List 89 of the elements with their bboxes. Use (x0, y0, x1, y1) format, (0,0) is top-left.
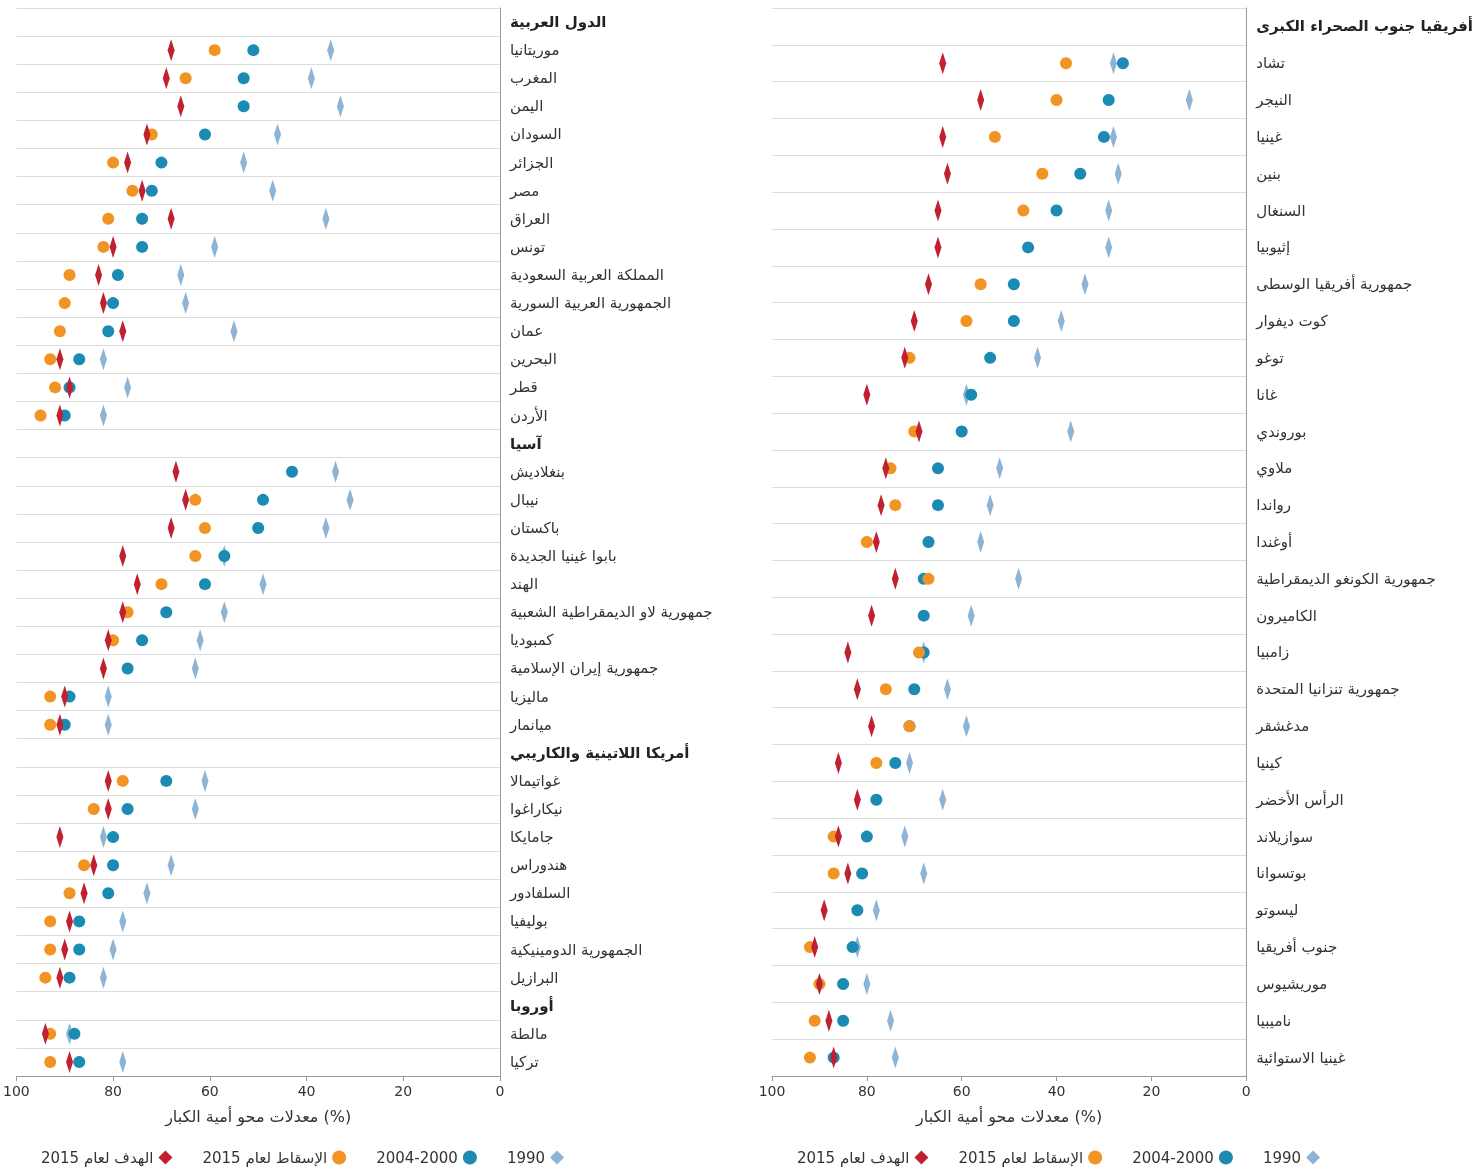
y-tick-label: المملكة العربية السعودية (510, 266, 664, 284)
y-tick-label: مدغشقر (1255, 717, 1310, 736)
y-tick-label: نيبال (510, 490, 539, 509)
y-tick-label: غينيا الاستوائية (1256, 1048, 1346, 1067)
x-tick-label: 0 (495, 1083, 505, 1099)
y-tick-label: النيجر (1255, 91, 1292, 110)
x-tick-label: 80 (104, 1083, 122, 1099)
y-tick-label: عمان (510, 322, 544, 341)
y-tick-label: ماليزيا (510, 687, 549, 706)
y-tick-label: البحرين (510, 350, 557, 369)
y-tick-label: الجمهورية العربية السورية (510, 294, 672, 313)
y-tick-label: زامبيا (1256, 643, 1290, 662)
y-tick-label: تركيا (510, 1052, 539, 1071)
y-tick-label: البرازيل (510, 968, 559, 987)
legend-label: الإسقاط لعام 2015 (202, 1148, 328, 1167)
y-tick-label: جمهورية لاو الديمقراطية الشعبية (510, 603, 713, 622)
y-tick-label: كمبوديا (510, 631, 555, 650)
y-tick-label: الأردن (510, 405, 548, 425)
x-tick-label: 40 (297, 1083, 316, 1099)
y-tick-label: غانا (1256, 385, 1278, 404)
legend-label: 2004-2000 (376, 1148, 458, 1167)
y-tick-label: الهند (510, 575, 539, 594)
y-tick-label: قطر (509, 378, 538, 397)
y-tick-label: بوليفيا (510, 912, 548, 931)
y-tick-label: أوغندا (1256, 532, 1293, 551)
y-tick-label: بوروندي (1256, 422, 1307, 442)
y-tick-label: سوازيلاند (1256, 827, 1314, 846)
x-tick-label: 20 (394, 1083, 413, 1099)
legend-label: الإسقاط لعام 2015 (958, 1148, 1084, 1167)
x-tick-label: 60 (200, 1083, 219, 1099)
y-tick-label: اليمن (510, 97, 544, 116)
y-tick-label: إثيوبيا (1256, 238, 1291, 257)
legend-label: الهدف لعام 2015 (40, 1148, 154, 1167)
y-tick-label: كوت ديفوار (1255, 312, 1329, 331)
x-tick-label: 60 (952, 1083, 971, 1099)
y-tick-label: ليسوتو (1255, 901, 1299, 920)
x-tick-label: 40 (1047, 1083, 1066, 1099)
y-tick-label: بنغلاديش (510, 462, 565, 481)
legend-label: الهدف لعام 2015 (796, 1148, 910, 1167)
y-tick-label: كينيا (1256, 753, 1283, 772)
y-tick-label: أفريقيا جنوب الصحراء الكبرى (1256, 16, 1474, 36)
y-tick-label: باكستان (510, 518, 560, 537)
y-tick-label: موريشيوس (1256, 974, 1328, 993)
y-tick-label: جمهورية إيران الإسلامية (510, 659, 659, 678)
y-tick-label: ملاوي (1256, 459, 1293, 479)
y-tick-label: جنوب أفريقيا (1256, 937, 1338, 957)
y-tick-label: بوتسوانا (1256, 864, 1307, 883)
y-tick-label: مالطة (510, 1024, 548, 1043)
y-tick-label: رواندا (1256, 496, 1292, 515)
y-tick-label: هندوراس (510, 856, 568, 875)
y-tick-label: بنين (1256, 164, 1281, 183)
legend-label: 1990 (506, 1148, 546, 1167)
x-tick-label: 100 (2, 1083, 30, 1099)
y-tick-label: العراق (510, 209, 551, 228)
x-axis-title: معدلات محو أمية الكبار (%) (915, 1105, 1103, 1127)
y-tick-label: ميانمار (509, 715, 552, 734)
x-tick-label: 80 (857, 1083, 876, 1099)
y-tick-label: بابوا غينيا الجديدة (510, 547, 617, 566)
y-tick-label: الرأس الأخضر (1255, 789, 1344, 809)
y-tick-label: آسيا (510, 434, 543, 453)
x-tick-label: 100 (758, 1083, 786, 1099)
y-tick-label: ناميبيا (1256, 1011, 1292, 1030)
y-tick-label: أوروبا (510, 995, 554, 1015)
y-tick-label: جمهورية تنزانيا المتحدة (1256, 680, 1400, 699)
y-tick-label: الجزائر (509, 153, 554, 172)
y-tick-label: تشاد (1256, 54, 1286, 73)
y-tick-label: السلفادور (509, 884, 571, 903)
y-tick-label: أمريكا اللاتينية والكاريبي (510, 742, 690, 762)
x-axis-title: معدلات محو أمية الكبار (%) (164, 1105, 352, 1127)
y-tick-label: غواتيمالا (510, 771, 561, 790)
y-tick-label: جمهورية أفريقيا الوسطى (1256, 274, 1413, 294)
y-tick-label: توغو (1255, 348, 1284, 367)
x-tick-label: 0 (1241, 1083, 1251, 1099)
y-tick-label: مصر (509, 181, 540, 200)
legend-label: 1990 (1262, 1148, 1302, 1167)
y-tick-label: السنغال (1256, 201, 1306, 220)
y-tick-label: المغرب (510, 69, 558, 88)
y-tick-label: الجمهورية الدومينيكية (510, 940, 643, 959)
x-tick-label: 20 (1142, 1083, 1161, 1099)
legend-label: 2004-2000 (1132, 1148, 1214, 1167)
y-tick-label: جمهورية الكونغو الديمقراطية (1256, 569, 1436, 588)
y-tick-label: الدول العربية (510, 13, 607, 32)
y-tick-label: تونس (510, 237, 546, 256)
y-tick-label: غينيا (1256, 127, 1283, 146)
y-tick-label: الكاميرون (1256, 606, 1317, 625)
y-tick-label: السودان (510, 125, 562, 144)
y-tick-label: نيكاراغوا (510, 800, 563, 818)
y-tick-label: موريتانيا (510, 41, 560, 60)
y-tick-label: جامايكا (510, 828, 554, 847)
